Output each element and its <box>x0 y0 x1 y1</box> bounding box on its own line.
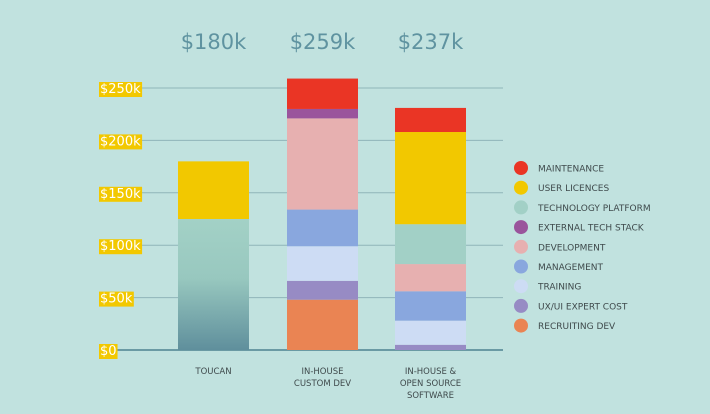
legend-label: TECHNOLOGY PLATFORM <box>537 204 651 214</box>
bar-segment-recruiting-dev <box>287 299 358 350</box>
y-tick-label: $250k <box>100 82 141 97</box>
legend-label: MAINTENANCE <box>538 165 604 175</box>
bar-segment-training <box>287 246 358 281</box>
y-tick-label-bg <box>99 134 143 150</box>
y-tick-label: $100k <box>100 239 141 254</box>
legend-swatch <box>514 200 528 215</box>
bar-segment-development <box>395 264 466 292</box>
bar-segment-user-licences <box>178 161 249 219</box>
legend-item: MAINTENANCE <box>514 161 604 175</box>
legend-swatch <box>514 298 528 313</box>
y-tick-label-bg <box>99 239 143 255</box>
y-tick-label: $200k <box>100 134 141 149</box>
x-category-label: IN-HOUSE <box>301 367 343 377</box>
legend-item: DEVELOPMENT <box>514 239 606 254</box>
legend-label: UX/UI EXPERT COST <box>538 302 628 312</box>
bar-total-label: $180k <box>181 30 247 54</box>
bar-segment-training <box>395 320 466 345</box>
bar-total-label: $237k <box>398 30 464 54</box>
legend-item: TRAINING <box>514 279 581 294</box>
legend-item: USER LICENCES <box>514 180 609 195</box>
y-tick-label: $50k <box>100 292 133 307</box>
legend-item: MANAGEMENT <box>514 259 603 274</box>
y-tick-label-bg <box>99 82 143 97</box>
x-category-label: TOUCAN <box>194 367 231 377</box>
bar-segment-maintenance <box>395 107 466 133</box>
legend-item: UX/UI EXPERT COST <box>514 298 628 313</box>
x-category-label: IN-HOUSE & <box>405 367 457 377</box>
bar-segment-external-tech-stack <box>287 108 358 119</box>
x-category-label: OPEN SOURCE <box>400 379 461 389</box>
y-tick-label-bg <box>99 291 134 307</box>
bar-segment-technology-platform <box>178 219 249 350</box>
bar-segment-ux-ui-expert-cost <box>395 344 466 350</box>
legend-label: MANAGEMENT <box>538 263 603 273</box>
legend-label: TRAINING <box>537 283 581 293</box>
legend-item: EXTERNAL TECH STACK <box>514 220 645 235</box>
legend-label: EXTERNAL TECH STACK <box>538 224 645 234</box>
bar-segment-management <box>287 209 358 247</box>
legend-swatch <box>514 279 528 294</box>
legend-item: TECHNOLOGY PLATFORM <box>514 200 651 215</box>
legend-swatch <box>514 259 528 274</box>
x-category-label: SOFTWARE <box>407 391 454 401</box>
legend-item: RECRUITING DEV <box>514 318 616 333</box>
legend-swatch <box>514 180 528 195</box>
bar-segment-maintenance <box>287 78 358 109</box>
y-tick-label: $150k <box>100 187 141 202</box>
y-tick-label-bg <box>99 186 143 202</box>
bar-segment-technology-platform <box>395 224 466 265</box>
bar-segment-management <box>395 291 466 321</box>
bar-segment-development <box>287 118 358 210</box>
bar-segment-user-licences <box>395 132 466 225</box>
y-tick-label-bg <box>99 344 118 359</box>
bar-segment-ux-ui-expert-cost <box>287 280 358 300</box>
legend-swatch <box>514 318 528 333</box>
legend-label: DEVELOPMENT <box>538 243 606 253</box>
y-tick-label: $0 <box>100 344 117 359</box>
legend-swatch <box>514 220 528 235</box>
legend-label: RECRUITING DEV <box>538 322 616 332</box>
bar-total-label: $259k <box>290 30 356 54</box>
x-category-label: CUSTOM DEV <box>294 379 351 389</box>
legend-swatch <box>514 161 528 175</box>
legend-label: USER LICENCES <box>538 184 609 194</box>
legend-swatch <box>514 239 528 254</box>
